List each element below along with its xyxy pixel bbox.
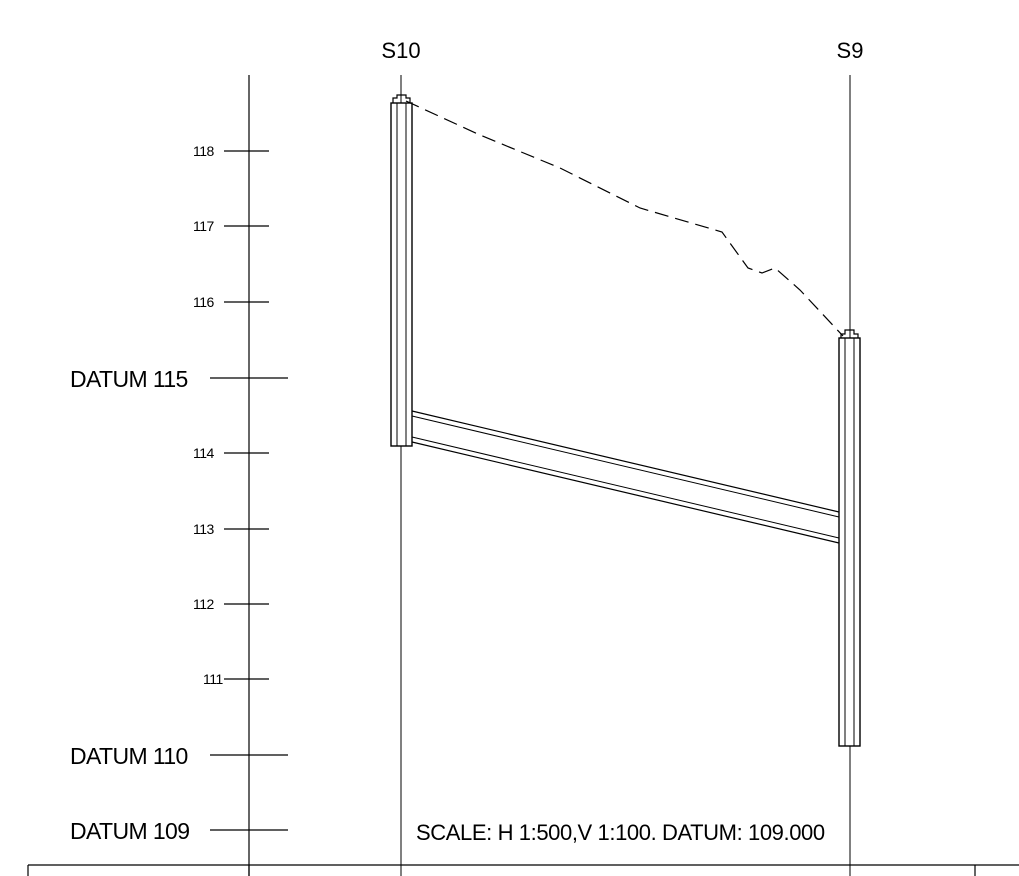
tick-label: 114 [193,445,215,461]
pipe-run [411,410,840,544]
tick-label: 117 [193,218,215,234]
level-ticks [224,150,269,680]
datum-label: DATUM 110 [70,743,188,769]
datum-label: DATUM 109 [70,818,189,844]
manhole-s9-chamber [838,329,861,747]
tick-label: 112 [193,596,215,612]
tick-label: 118 [193,143,215,159]
ground-level-profile [405,100,844,337]
manhole-s10-chamber [390,94,413,447]
level-tick-labels: 118 117 116 114 113 112 111 [193,143,224,687]
datum-labels: DATUM 115 DATUM 110 DATUM 109 [70,366,190,844]
scale-note: SCALE: H 1:500,V 1:100. DATUM: 109.000 [416,820,825,845]
manhole-s10-label: S10 [381,38,420,63]
datum-lines [210,377,288,831]
tick-label: 116 [193,294,215,310]
tick-label: 113 [193,521,215,537]
data-table-frame [27,864,1019,876]
tick-label: 111 [203,671,223,687]
manhole-s9-label: S9 [837,38,864,63]
datum-label: DATUM 115 [70,366,188,392]
